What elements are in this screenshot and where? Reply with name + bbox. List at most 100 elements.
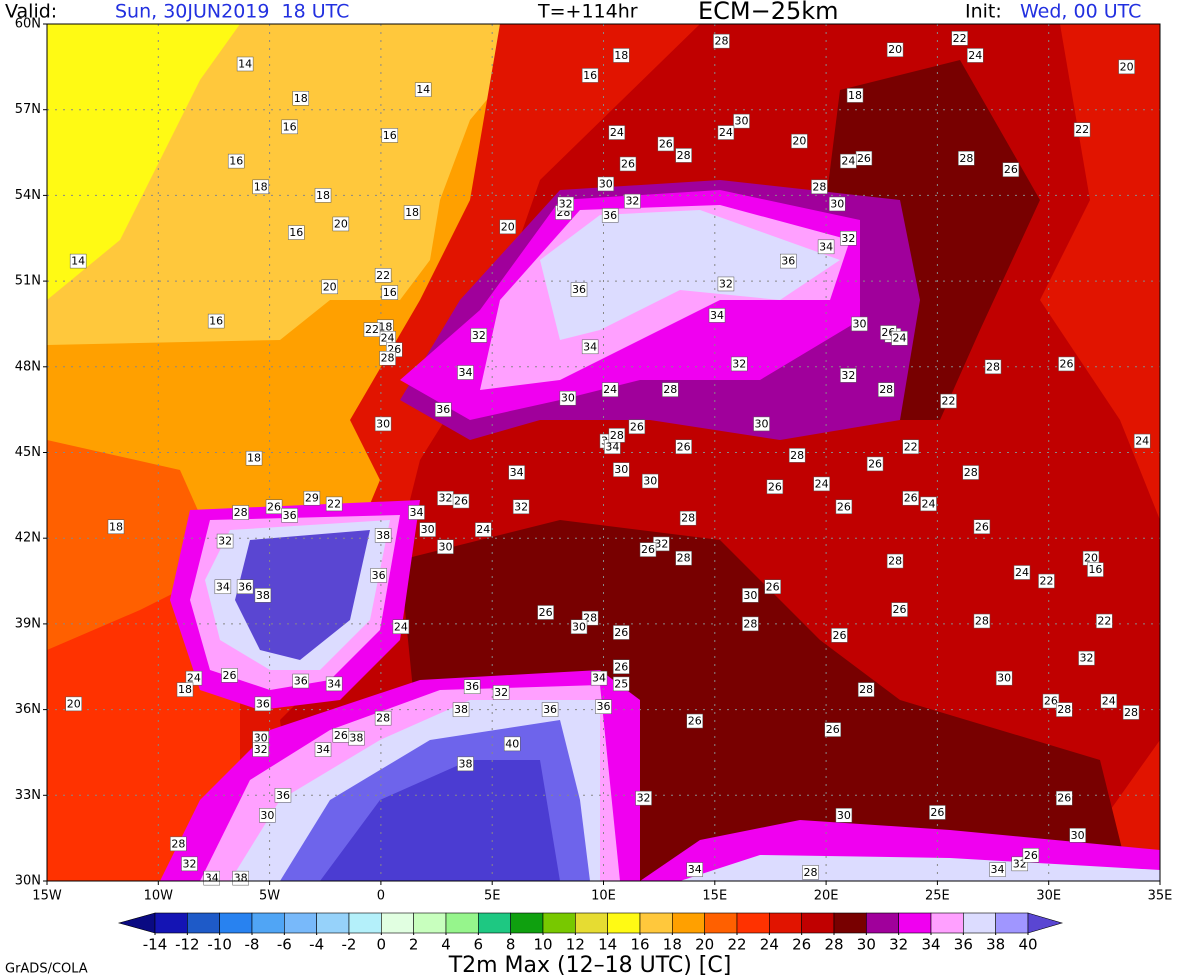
colorbar-label: 4: [441, 936, 451, 954]
colorbar-arrow: [117, 912, 156, 934]
contour-label: 26: [614, 626, 628, 639]
contour-label-box: [1002, 162, 1020, 177]
init-time: Wed, 00 UTC: [1020, 1, 1141, 23]
contour-label: 32: [182, 857, 196, 870]
colorbar-label: 18: [663, 936, 682, 954]
contour-label: 20: [334, 217, 348, 230]
contour-label: 24: [921, 497, 935, 510]
contour-label: 26: [975, 520, 989, 533]
contour-label-box: [227, 153, 245, 169]
contour-label-box: [840, 368, 857, 383]
y-tick-label: 36N: [15, 702, 41, 717]
x-tick-label: 5W: [259, 889, 280, 904]
contour-label: 32: [625, 195, 639, 208]
contour-label-box: [940, 393, 957, 409]
contour-label-box: [1038, 573, 1055, 589]
contour-label: 18: [254, 180, 268, 193]
contour-label: 32: [1080, 652, 1094, 665]
contour-label: 26: [677, 440, 691, 453]
colorbar-box: [575, 912, 608, 934]
contour-label-box: [679, 510, 697, 526]
contour-label: 18: [109, 520, 123, 533]
contour-label-box: [408, 505, 425, 520]
colorbar-box: [542, 912, 576, 934]
contour-label-box: [966, 48, 984, 63]
contour-label: 30: [997, 672, 1011, 685]
contour-label-box: [392, 619, 410, 635]
contour-label: 26: [659, 137, 673, 150]
contour-label-box: [176, 682, 194, 697]
contour-label: 20: [323, 280, 337, 293]
contour-label: 32: [514, 500, 528, 513]
contour-label: 28: [959, 152, 973, 165]
contour-label: 26: [768, 480, 782, 493]
colorbar-label: 14: [598, 936, 617, 954]
contour-label: 28: [677, 552, 691, 565]
contour-label: 16: [289, 226, 303, 239]
contour-label: 28: [663, 383, 677, 396]
contour-label-box: [314, 188, 332, 203]
contour-label-box: [828, 196, 846, 212]
contour-label: 28: [1057, 703, 1071, 716]
contour-label-box: [374, 710, 392, 726]
contour-label: 36: [597, 700, 611, 713]
contour-label-box: [590, 670, 608, 686]
africa-40: [320, 760, 560, 881]
contour-labels: 1414161828181616302018202224202228262628…: [65, 31, 1151, 886]
contour-label: 18: [178, 683, 192, 696]
contour-label: 14: [238, 57, 252, 70]
contour-label-box: [221, 668, 238, 683]
contour-label: 26: [223, 669, 237, 682]
colorbar-box: [348, 912, 382, 934]
contour-label-box: [216, 533, 234, 549]
contour-label-box: [840, 231, 857, 246]
contour-label-box: [457, 756, 474, 772]
contour-label: 28: [986, 360, 1000, 373]
contour-label-box: [613, 462, 630, 477]
contour-label-box: [1056, 702, 1073, 717]
valid-time: Sun, 30JUN2019 18 UTC: [115, 1, 349, 23]
contour-label: 24: [1102, 695, 1116, 708]
contour-label-box: [675, 148, 692, 163]
contour-label: 22: [904, 440, 918, 453]
contour-label: 29: [305, 492, 319, 505]
contour-label-box: [254, 588, 272, 603]
contour-label: 28: [681, 512, 695, 525]
colorbar-box: [963, 912, 996, 934]
contour-label: 30: [830, 197, 844, 210]
contour-label-box: [791, 133, 808, 149]
colorbar-label: 10: [533, 936, 552, 954]
x-tick-label: 15E: [702, 889, 727, 904]
contour-label-box: [613, 659, 630, 674]
colorbar-box: [413, 912, 447, 934]
colorbar-label: 22: [727, 936, 746, 954]
contour-label-box: [813, 476, 830, 492]
contour-label: 32: [218, 535, 232, 548]
contour-label: 34: [327, 677, 341, 690]
contour-label-box: [203, 870, 220, 886]
colorbar-box: [704, 912, 738, 934]
contour-label: 24: [1135, 435, 1149, 448]
contour-label: 38: [454, 703, 468, 716]
contour-label: 28: [859, 683, 873, 696]
contour-label-box: [207, 313, 225, 329]
colorbar-box: [898, 912, 932, 934]
contour-label: 22: [365, 323, 379, 336]
contour-label: 26: [832, 629, 846, 642]
contour-label-box: [1122, 705, 1140, 720]
colorbar-box: [866, 912, 899, 934]
contour-label: 25: [614, 677, 628, 690]
contour-label-box: [802, 865, 819, 880]
contour-label-box: [325, 496, 343, 512]
contour-label-box: [288, 225, 305, 240]
contour-label: 24: [187, 672, 201, 685]
contour-label: 34: [819, 240, 833, 253]
contour-label-box: [381, 128, 399, 143]
contour-label: 24: [968, 49, 982, 62]
contour-label: 26: [454, 495, 468, 508]
contour-label: 26: [868, 457, 882, 470]
contour-label-box: [613, 625, 630, 640]
contour-label: 20: [792, 135, 806, 148]
contour-label-box: [989, 862, 1006, 877]
contour-label-box: [363, 322, 381, 337]
